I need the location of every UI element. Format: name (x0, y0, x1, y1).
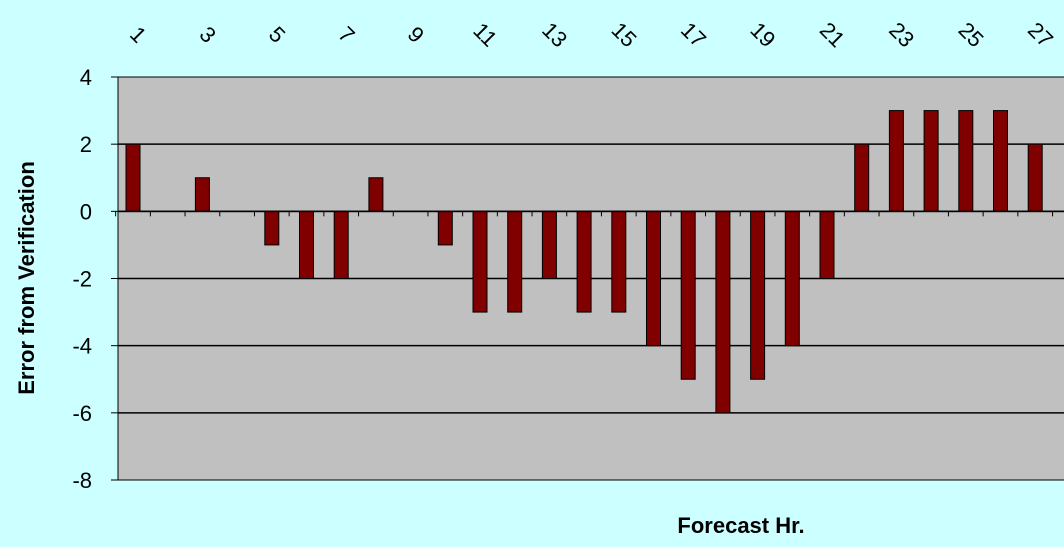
y-tick-label: 0 (80, 199, 92, 224)
bar (784, 210, 800, 347)
bar (472, 210, 488, 313)
x-tick-label: 3 (195, 22, 221, 48)
bar (680, 210, 696, 380)
bar (125, 143, 141, 212)
y-tick-label: 2 (80, 132, 92, 157)
bar (958, 110, 974, 212)
x-tick-label: 27 (1023, 17, 1058, 52)
x-tick-label: 23 (884, 17, 919, 52)
bar (923, 110, 939, 212)
bar (333, 210, 349, 279)
bar (854, 143, 870, 212)
y-tick-label: 4 (80, 65, 92, 90)
x-tick-label: 13 (537, 17, 572, 52)
bar (750, 210, 766, 380)
x-tick-label: 1 (125, 22, 151, 48)
x-tick-label: 19 (745, 17, 780, 52)
x-tick-label: 5 (264, 22, 290, 48)
bar (888, 110, 904, 212)
x-tick-label: 15 (607, 17, 642, 52)
x-tick-label: 11 (468, 18, 502, 52)
y-axis-title: Error from Verification (14, 161, 39, 395)
bar (437, 210, 453, 246)
bar (646, 210, 661, 347)
x-tick-label: 25 (954, 17, 989, 52)
bar (819, 210, 835, 279)
y-tick-label: -4 (72, 334, 92, 359)
y-tick-label: -8 (72, 468, 92, 493)
x-tick-label: 21 (815, 17, 850, 52)
bar (299, 210, 314, 279)
x-tick-label: 7 (333, 22, 359, 48)
bar (507, 210, 523, 313)
y-tick-label: -2 (72, 267, 92, 292)
bar (264, 210, 280, 246)
bar (1027, 143, 1043, 212)
bars (125, 110, 1043, 414)
x-tick-label: 9 (403, 22, 429, 48)
bar (541, 210, 557, 279)
gridlines (118, 143, 1064, 414)
bar (993, 110, 1008, 212)
x-axis-title: Forecast Hr. (677, 513, 804, 538)
x-axis (115, 210, 1064, 217)
y-axis: -8 -6 -4 -2 0 2 4 (72, 65, 118, 493)
x-tick-label: 17 (676, 17, 711, 52)
x-tick-labels: 1 3 5 7 9 11 13 15 17 19 21 23 25 27 (125, 17, 1058, 52)
y-tick-label: -6 (72, 401, 92, 426)
bar (715, 210, 731, 414)
bar (576, 210, 592, 313)
bar (368, 177, 384, 212)
bar (611, 210, 627, 313)
bar (194, 177, 210, 212)
